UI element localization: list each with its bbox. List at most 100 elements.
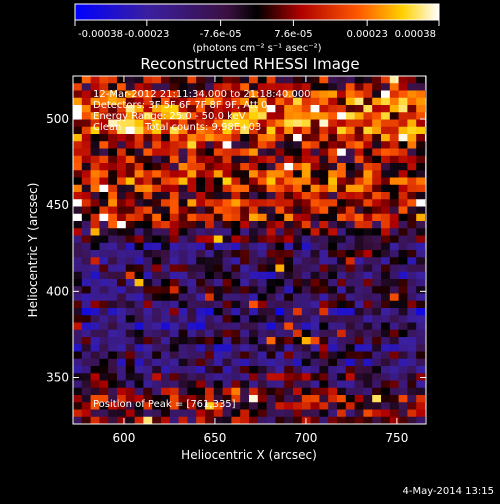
heatmap-cell bbox=[108, 308, 118, 316]
heatmap-cell bbox=[416, 97, 426, 106]
heatmap-cell bbox=[152, 387, 162, 396]
heatmap-cell bbox=[213, 300, 224, 309]
heatmap-cell bbox=[240, 221, 250, 229]
heatmap-cell bbox=[196, 141, 206, 150]
heatmap-cell bbox=[205, 380, 215, 389]
heatmap-cell bbox=[345, 293, 356, 302]
heatmap-cell bbox=[90, 76, 100, 84]
heatmap-cell bbox=[169, 155, 180, 164]
heatmap-cell bbox=[81, 344, 92, 353]
heatmap-cell bbox=[407, 351, 417, 360]
heatmap-cell bbox=[187, 184, 197, 193]
heatmap-cell bbox=[319, 206, 329, 215]
colorbar-ticks: -0.00038 -0.00023 -7.6e-05 7.6e-05 0.00023 0.… bbox=[74, 20, 440, 40]
heatmap-cell bbox=[73, 402, 83, 411]
heatmap-cell bbox=[152, 170, 162, 179]
heatmap-cell bbox=[196, 134, 206, 142]
heatmap-cell bbox=[337, 416, 347, 424]
heatmap-cell bbox=[134, 235, 144, 244]
heatmap-cell bbox=[257, 235, 268, 244]
heatmap-cell bbox=[266, 221, 276, 229]
heatmap-cell bbox=[328, 395, 338, 403]
heatmap-cell bbox=[319, 373, 329, 382]
heatmap-cell bbox=[416, 105, 426, 113]
heatmap-cell bbox=[293, 351, 303, 360]
heatmap-cell bbox=[205, 170, 215, 179]
heatmap-cell bbox=[117, 97, 127, 106]
heatmap-cell bbox=[108, 264, 118, 273]
heatmap-cell bbox=[222, 199, 232, 208]
heatmap-cell bbox=[363, 148, 373, 157]
annotation-algorithm: Clean bbox=[93, 122, 121, 133]
heatmap-cell bbox=[187, 192, 197, 200]
heatmap-cell bbox=[161, 112, 171, 121]
heatmap-cell bbox=[249, 387, 259, 396]
heatmap-cell bbox=[99, 192, 109, 200]
heatmap-cell bbox=[363, 90, 373, 99]
heatmap-cell bbox=[222, 228, 232, 237]
heatmap-cell bbox=[143, 83, 153, 92]
heatmap-cell bbox=[99, 373, 109, 382]
heatmap-cell bbox=[117, 351, 127, 360]
heatmap-cell bbox=[81, 119, 92, 128]
heatmap-cell bbox=[196, 402, 206, 411]
heatmap-cell bbox=[345, 264, 356, 273]
heatmap-cell bbox=[328, 199, 338, 208]
heatmap-cell bbox=[196, 242, 206, 251]
heatmap-cell bbox=[134, 141, 144, 150]
heatmap-cell bbox=[90, 322, 100, 331]
heatmap-cell bbox=[310, 242, 320, 251]
heatmap-cell bbox=[231, 257, 241, 266]
heatmap-cell bbox=[310, 76, 320, 84]
heatmap-cell bbox=[240, 163, 250, 171]
heatmap-cell bbox=[169, 264, 180, 273]
heatmap-cell bbox=[398, 264, 408, 273]
heatmap-cell bbox=[99, 105, 109, 113]
heatmap-cell bbox=[275, 199, 285, 208]
heatmap-cell bbox=[345, 119, 356, 128]
heatmap-cell bbox=[301, 358, 312, 367]
heatmap-cell bbox=[319, 199, 329, 208]
heatmap-cell bbox=[328, 387, 338, 396]
heatmap-cell bbox=[231, 90, 241, 99]
heatmap-cell bbox=[319, 271, 329, 280]
heatmap-cell bbox=[249, 257, 259, 266]
heatmap-cell bbox=[345, 257, 356, 266]
heatmap-cell bbox=[205, 235, 215, 244]
heatmap-cell bbox=[117, 416, 127, 424]
heatmap-cell bbox=[266, 286, 276, 295]
heatmap-cell bbox=[213, 97, 224, 106]
heatmap-cell bbox=[284, 402, 294, 411]
heatmap-cell bbox=[398, 337, 408, 345]
heatmap-cell bbox=[161, 300, 171, 309]
heatmap-cell bbox=[125, 76, 136, 84]
heatmap-cell bbox=[345, 366, 356, 374]
heatmap-cell bbox=[249, 308, 259, 316]
heatmap-cell bbox=[416, 76, 426, 84]
heatmap-cell bbox=[125, 126, 136, 135]
heatmap-cell bbox=[205, 329, 215, 338]
heatmap-cell bbox=[152, 206, 162, 215]
heatmap-cell bbox=[398, 134, 408, 142]
heatmap-cell bbox=[293, 119, 303, 128]
heatmap-cell bbox=[416, 322, 426, 331]
heatmap-cell bbox=[90, 126, 100, 135]
heatmap-cell bbox=[363, 387, 373, 396]
heatmap-cell bbox=[416, 199, 426, 208]
heatmap-cell bbox=[354, 134, 364, 142]
heatmap-cell bbox=[213, 380, 224, 389]
heatmap-cell bbox=[117, 402, 127, 411]
heatmap-cell bbox=[345, 329, 356, 338]
heatmap-cell bbox=[266, 170, 276, 179]
heatmap-cell bbox=[319, 286, 329, 295]
heatmap-cell bbox=[240, 170, 250, 179]
heatmap-cell bbox=[345, 344, 356, 353]
heatmap-cell bbox=[345, 228, 356, 237]
heatmap-cell bbox=[108, 358, 118, 367]
heatmap-cell bbox=[310, 184, 320, 193]
heatmap-cell bbox=[99, 199, 109, 208]
heatmap-cell bbox=[169, 112, 180, 121]
heatmap-cell bbox=[293, 337, 303, 345]
heatmap-cell bbox=[249, 170, 259, 179]
heatmap-cell bbox=[99, 416, 109, 424]
